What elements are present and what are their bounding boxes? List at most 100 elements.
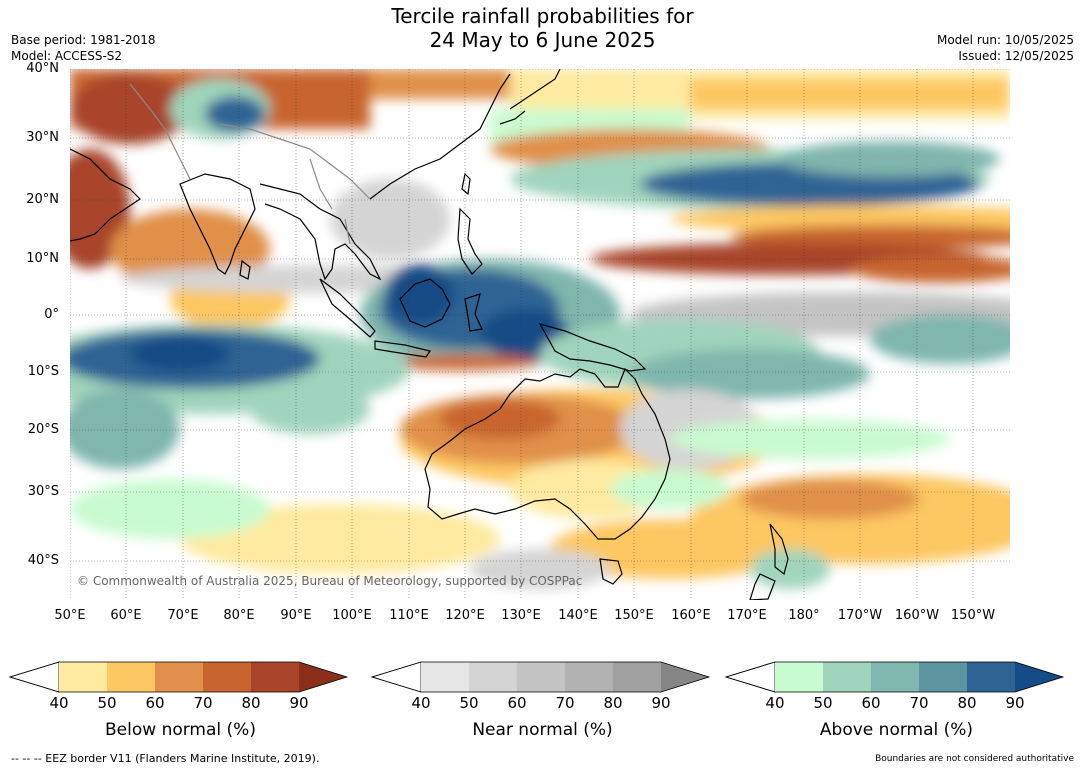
model-name: Model: ACCESS-S2 [11,49,123,63]
java-outline [374,340,431,358]
sumatra-outline [319,278,376,338]
base-period: Base period: 1981-2018 [11,33,156,47]
colorbar-swatch [775,662,823,692]
colorbar-swatch [967,662,1015,692]
title-line-2: 24 May to 6 June 2025 [429,28,656,52]
cbar-tick: 80 [603,694,623,712]
lon-label: 150°E [614,608,654,623]
cbar-tick: 60 [861,694,881,712]
cbar-tick: 50 [97,694,117,712]
cbar-tick: 90 [289,694,309,712]
lat-label: 40°S [27,553,59,568]
lat-label: 10°S [27,364,59,379]
near-normal-swatches [370,661,711,693]
cbar-tick: 70 [555,694,575,712]
new-zealand-outline [749,523,789,600]
cbar-tick: 50 [813,694,833,712]
colorbar-swatch [871,662,919,692]
cbar-tick: 60 [507,694,527,712]
model-run: Model run: 10/05/2025 [936,33,1074,47]
lon-label: 100°E [332,608,372,623]
colorbar-swatch [59,662,107,692]
copyright-notice: © Commonwealth of Australia 2025, Bureau… [77,574,583,588]
sulawesi-outline [464,293,483,332]
lon-label: 170°E [727,608,767,623]
australia-outline [424,367,671,540]
lat-label: 30°N [26,130,59,145]
japan-outline [499,69,561,125]
lon-label: 120°E [445,608,485,623]
colorbar-outline [370,661,711,693]
lon-label: 130°E [501,608,541,623]
near-normal-label: Near normal (%) [472,720,613,740]
arabia-outline [70,148,141,242]
india-outline [179,173,256,275]
colorbar-swatch [823,662,871,692]
above-normal-swatches [724,661,1065,693]
graticule [70,69,1010,600]
philippines-outline [457,207,483,275]
colorbar-swatch [107,662,155,692]
lat-label: 10°N [26,251,59,266]
eez-legend: -- -- -- EEZ border V11 (Flanders Marine… [11,752,320,765]
sri-lanka-outline [239,259,251,280]
colorbar-arrow-high [661,662,709,692]
issued-date: Issued: 12/05/2025 [958,49,1074,63]
near-normal-colorbar [370,661,711,693]
lon-label: 60°E [110,608,142,623]
colorbar-arrow-high [299,662,347,692]
lon-label: 150°W [950,608,996,623]
lat-label: 0° [44,307,59,322]
metadata-right: Model run: 10/05/2025 Issued: 12/05/2025 [937,32,1074,64]
colorbar-swatch [155,662,203,692]
colorbar-outline [8,661,349,693]
cbar-tick: 60 [145,694,165,712]
colorbar-outline [724,661,1065,693]
cbar-tick: 50 [459,694,479,712]
lon-label: 90°E [280,608,312,623]
map-title: Tercile rainfall probabilities for 24 Ma… [0,4,1085,52]
taiwan-outline [461,172,471,196]
cbar-tick: 40 [49,694,69,712]
cbar-tick: 80 [957,694,977,712]
colorbar-swatch [613,662,661,692]
colorbar-arrow-high [1015,662,1063,692]
cbar-tick: 90 [651,694,671,712]
china-coast-outline [369,73,511,200]
cbar-tick: 80 [241,694,261,712]
colorbar-swatch [565,662,613,692]
cbar-tick: 70 [193,694,213,712]
colorbar-arrow-low [8,661,60,693]
colorbar-arrow-low [724,661,776,693]
colorbar-swatch [203,662,251,692]
below-normal-swatches [8,661,349,693]
lat-label: 40°N [26,61,59,76]
indochina-outline [259,183,382,281]
cbar-tick: 40 [411,694,431,712]
lon-label: 140°E [558,608,598,623]
metadata-left: Base period: 1981-2018 Model: ACCESS-S2 [11,32,156,64]
above-normal-label: Above normal (%) [819,720,974,740]
tasmania-outline [599,558,623,585]
cbar-tick: 70 [909,694,929,712]
lon-label: 80°E [223,608,255,623]
above-normal-colorbar [724,661,1065,693]
colorbar-swatch [517,662,565,692]
below-normal-label: Below normal (%) [105,720,256,740]
title-line-1: Tercile rainfall probabilities for [391,4,694,28]
colorbar-swatch [251,662,299,692]
borneo-outline [399,278,451,328]
lon-label: 160°W [894,608,940,623]
lat-label: 20°S [27,422,59,437]
lat-label: 30°S [27,484,59,499]
lon-label: 70°E [167,608,199,623]
colorbar-swatch [919,662,967,692]
lon-label: 180° [788,608,820,623]
lon-label: 160°E [671,608,711,623]
below-normal-colorbar [8,661,349,693]
colorbar-arrow-low [370,661,422,693]
colorbar-swatch [469,662,517,692]
probability-field [70,69,1010,589]
lon-label: 50°E [54,608,86,623]
cbar-tick: 90 [1005,694,1025,712]
